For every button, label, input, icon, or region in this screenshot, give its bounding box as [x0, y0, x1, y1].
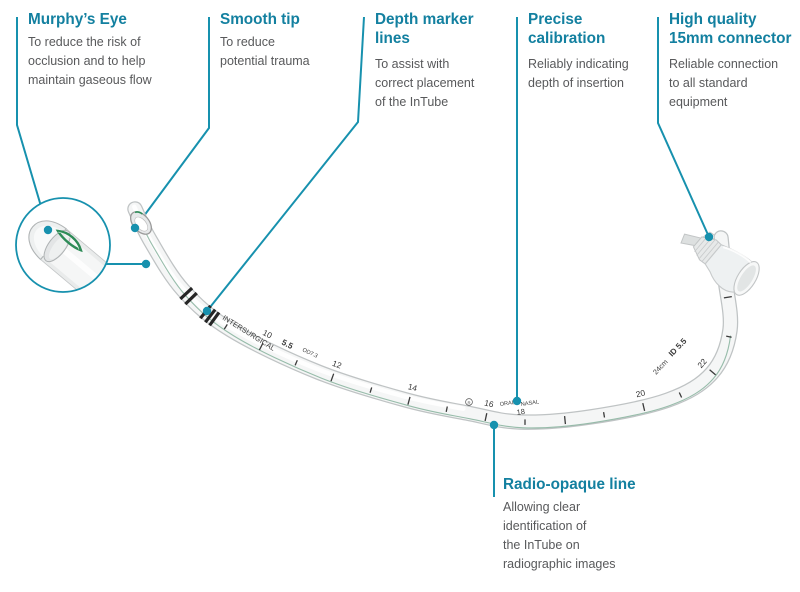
- svg-text:24cm: 24cm: [651, 357, 670, 376]
- svg-text:14: 14: [407, 381, 419, 393]
- svg-text:R: R: [467, 400, 470, 405]
- svg-text:16: 16: [483, 398, 495, 410]
- svg-text:20: 20: [635, 387, 647, 399]
- svg-text:ID 5.5: ID 5.5: [667, 336, 689, 358]
- svg-text:12: 12: [331, 358, 343, 371]
- svg-text:18: 18: [516, 407, 526, 417]
